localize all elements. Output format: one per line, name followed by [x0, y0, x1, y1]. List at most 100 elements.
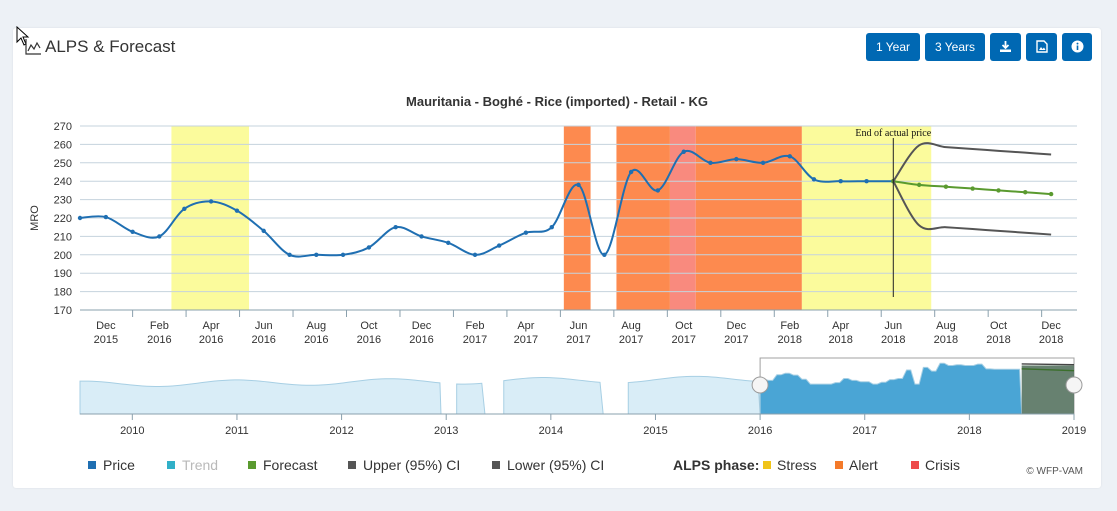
- navigator-history-area: [456, 382, 486, 415]
- three-years-button[interactable]: 3 Years: [925, 33, 985, 61]
- export-image-button[interactable]: [1026, 33, 1057, 61]
- data-point-price: [366, 245, 372, 250]
- legend-phase-swatch-stress[interactable]: [763, 461, 771, 469]
- x-tick-year: 2018: [986, 334, 1010, 346]
- data-point-price: [208, 199, 214, 204]
- legend-phase-swatch-alert[interactable]: [835, 461, 843, 469]
- x-tick-month: Dec: [727, 320, 747, 332]
- navigator-history-area: [627, 375, 761, 415]
- x-tick-year: 2017: [724, 334, 748, 346]
- x-tick-year: 2017: [463, 334, 487, 346]
- legend-phase-stress[interactable]: Stress: [777, 457, 817, 473]
- x-tick-year: 2017: [619, 334, 643, 346]
- data-point-forecast: [970, 186, 975, 191]
- data-point-price: [340, 252, 346, 257]
- navigator-year-label: 2019: [1062, 425, 1086, 437]
- navigator-history-area: [503, 377, 604, 415]
- y-tick-label: 260: [54, 139, 72, 151]
- x-tick-month: Jun: [570, 320, 588, 332]
- data-point-price: [130, 229, 135, 234]
- x-tick-month: Jun: [255, 320, 273, 332]
- data-point-price: [393, 225, 398, 230]
- x-tick-year: 2018: [1039, 334, 1063, 346]
- data-point-price: [655, 188, 661, 193]
- data-point-forecast: [1023, 190, 1028, 195]
- x-tick-month: Feb: [780, 320, 799, 332]
- legend-swatch-forecast[interactable]: [248, 461, 256, 469]
- x-tick-year: 2017: [566, 334, 590, 346]
- navigator-right-handle[interactable]: [1065, 376, 1083, 394]
- navigator-left-handle[interactable]: [751, 376, 769, 394]
- page-title: ALPS & Forecast: [45, 37, 176, 56]
- x-tick-month: Aug: [621, 320, 641, 332]
- x-tick-month: Aug: [936, 320, 956, 332]
- download-icon: [1000, 41, 1011, 52]
- legend-swatch-trend[interactable]: [167, 461, 175, 469]
- legend-phase-alert[interactable]: Alert: [849, 457, 878, 473]
- data-point-price: [523, 230, 529, 235]
- x-tick-year: 2016: [147, 334, 171, 346]
- y-tick-label: 180: [54, 287, 72, 299]
- x-tick-year: 2016: [304, 334, 328, 346]
- legend-item-forecast[interactable]: Forecast: [263, 457, 318, 473]
- data-point-price: [838, 179, 843, 184]
- data-point-price: [103, 214, 109, 220]
- x-tick-month: Oct: [675, 320, 692, 332]
- data-point-price: [628, 169, 634, 175]
- legend-swatch-upper-95-ci[interactable]: [348, 461, 356, 469]
- data-point-price: [77, 215, 83, 221]
- data-point-price: [681, 149, 686, 154]
- data-point-price: [549, 225, 554, 230]
- mouse-cursor-icon: [16, 26, 30, 46]
- x-tick-year: 2017: [514, 334, 538, 346]
- x-tick-month: Feb: [466, 320, 485, 332]
- data-point-price: [734, 156, 739, 162]
- navigator-forecast-line: [1021, 368, 1075, 372]
- legend-item-trend[interactable]: Trend: [182, 457, 218, 473]
- legend-item-upper-95-ci[interactable]: Upper (95%) CI: [363, 457, 460, 473]
- legend-phase-crisis[interactable]: Crisis: [925, 457, 960, 473]
- x-tick-year: 2016: [357, 334, 381, 346]
- data-point-price: [287, 252, 292, 257]
- data-point-forecast: [916, 182, 922, 188]
- y-tick-label: 200: [54, 250, 72, 262]
- x-tick-year: 2018: [778, 334, 802, 346]
- navigator-forecast-area: [1021, 365, 1074, 414]
- x-tick-year: 2016: [409, 334, 433, 346]
- navigator-year-label: 2015: [643, 425, 667, 437]
- data-point-forecast: [1048, 191, 1054, 197]
- info-icon: [1071, 40, 1083, 53]
- data-point-price: [787, 154, 793, 159]
- navigator-year-label: 2010: [120, 425, 144, 437]
- x-tick-month: Dec: [1041, 320, 1061, 332]
- x-tick-month: Dec: [412, 320, 432, 332]
- series-line-lower-95-ci: [892, 180, 1052, 236]
- legend-swatch-price[interactable]: [88, 461, 96, 469]
- info-button[interactable]: [1062, 33, 1092, 61]
- download-button[interactable]: [990, 33, 1021, 61]
- data-point-price: [234, 208, 240, 213]
- navigator-year-label: 2016: [748, 425, 772, 437]
- data-point-price: [576, 182, 581, 188]
- navigator-year-label: 2012: [329, 425, 353, 437]
- legend-swatch-lower-95-ci[interactable]: [492, 461, 500, 469]
- y-tick-label: 230: [54, 195, 72, 207]
- x-tick-month: Apr: [203, 320, 220, 332]
- legend-phase-swatch-crisis[interactable]: [911, 461, 919, 469]
- one-year-button[interactable]: 1 Year: [866, 33, 920, 61]
- legend-item-lower-95-ci[interactable]: Lower (95%) CI: [507, 457, 604, 473]
- navigator-year-label: 2013: [434, 425, 458, 437]
- y-tick-label: 220: [54, 213, 72, 225]
- x-tick-month: Oct: [990, 320, 1007, 332]
- legend-item-price[interactable]: Price: [103, 457, 135, 473]
- x-tick-month: Apr: [832, 320, 849, 332]
- x-tick-month: Dec: [96, 320, 116, 332]
- x-tick-year: 2018: [934, 334, 958, 346]
- data-point-price: [760, 160, 766, 165]
- x-tick-month: Apr: [517, 320, 534, 332]
- data-point-price: [864, 179, 869, 184]
- end-of-actual-price-label: End of actual price: [855, 128, 931, 139]
- x-tick-year: 2018: [881, 334, 905, 346]
- x-tick-year: 2016: [199, 334, 223, 346]
